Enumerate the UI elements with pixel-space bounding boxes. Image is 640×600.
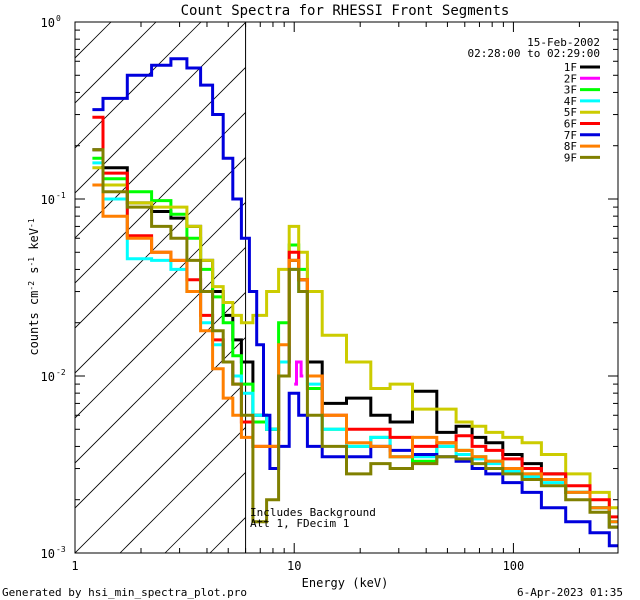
y-tick-label: 10 xyxy=(41,193,55,207)
x-tick-label: 1 xyxy=(71,559,78,573)
plot-frame xyxy=(74,21,619,554)
y-tick-exponent: -2 xyxy=(56,368,66,377)
legend-label-3F: 3F xyxy=(564,84,577,97)
y-tick-label: 10 xyxy=(41,16,55,30)
x-tick-label: 10 xyxy=(287,559,301,573)
legend-label-1F: 1F xyxy=(564,61,577,74)
x-tick-label: 100 xyxy=(503,559,525,573)
chart-date: 15-Feb-2002 xyxy=(527,36,600,49)
hatch-line xyxy=(75,336,246,509)
legend-label-7F: 7F xyxy=(564,129,577,142)
legend-label-4F: 4F xyxy=(564,95,577,108)
annotation-line-1: Includes Background xyxy=(250,506,376,519)
hatch-line xyxy=(75,22,202,149)
hatch-line xyxy=(75,66,246,239)
y-tick-label: 10 xyxy=(41,370,55,384)
legend-label-2F: 2F xyxy=(564,72,577,85)
y-tick-exponent: -1 xyxy=(56,191,66,200)
hatched-region xyxy=(75,22,247,553)
legend-label-6F: 6F xyxy=(564,118,577,131)
series-layer xyxy=(92,57,618,548)
hatch-line xyxy=(119,426,246,553)
legend-label-8F: 8F xyxy=(564,140,577,153)
hatch-line xyxy=(75,22,246,194)
hatch-line xyxy=(75,156,246,329)
x-axis-label: Energy (keV) xyxy=(302,576,389,590)
annotation-line-2: Att 1, FDecim 1 xyxy=(250,517,349,530)
footer-timestamp: 6-Apr-2023 01:35 xyxy=(517,586,623,599)
series-line-5F xyxy=(92,166,618,510)
series-line-9F xyxy=(92,148,618,529)
hatch-line xyxy=(75,381,246,553)
series-line-7F xyxy=(92,57,618,548)
y-tick-label: 10 xyxy=(41,547,55,561)
series-line-2F xyxy=(294,360,304,386)
footer-generated-by: Generated by hsi_min_spectra_plot.pro xyxy=(2,586,247,599)
legend-label-9F: 9F xyxy=(564,151,577,164)
chart-title: Count Spectra for RHESSI Front Segments xyxy=(181,3,510,19)
chart-time-range: 02:28:00 to 02:29:00 xyxy=(468,47,600,60)
legend-label-5F: 5F xyxy=(564,106,577,119)
hatch-line xyxy=(75,246,246,419)
hatch-line xyxy=(75,201,246,374)
y-tick-exponent: 0 xyxy=(56,14,61,23)
y-tick-exponent: -3 xyxy=(56,545,66,554)
y-axis-label: counts cm-2 s-1 keV-1 xyxy=(27,218,41,355)
